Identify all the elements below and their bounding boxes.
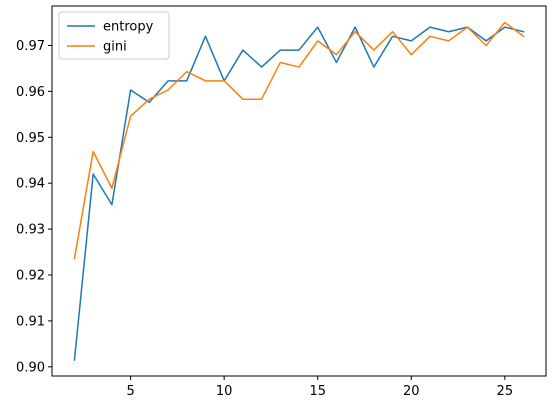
y-tick-label: 0.90 (16, 360, 45, 375)
series-line-entropy (73, 26, 525, 361)
series-line-gini (73, 21, 525, 260)
x-tick-label: 10 (216, 384, 233, 399)
legend-box (58, 11, 170, 60)
y-tick-label: 0.91 (16, 314, 45, 329)
x-tick-label: 25 (497, 384, 514, 399)
y-tick-label: 0.95 (16, 131, 45, 146)
x-tick-label: 20 (403, 384, 420, 399)
y-tick-label: 0.92 (16, 269, 45, 284)
axis-ticks: 5 10 15 20 25 0.90 0.91 0.92 0.93 0.94 0.95 0.96 0.9… (16, 39, 513, 399)
y-tick-label: 0.94 (16, 177, 45, 192)
y-tick-label: 0.97 (16, 39, 45, 54)
axes-frame (51, 5, 547, 377)
y-tick-label: 0.93 (16, 223, 45, 238)
legend: entropy gini (58, 11, 170, 60)
legend-label-gini: gini (103, 40, 127, 55)
legend-label-entropy: entropy (103, 20, 154, 35)
y-tick-label: 0.96 (16, 85, 45, 100)
x-tick-label: 5 (126, 384, 134, 399)
x-tick-label: 15 (309, 384, 326, 399)
plot-area (73, 21, 525, 361)
